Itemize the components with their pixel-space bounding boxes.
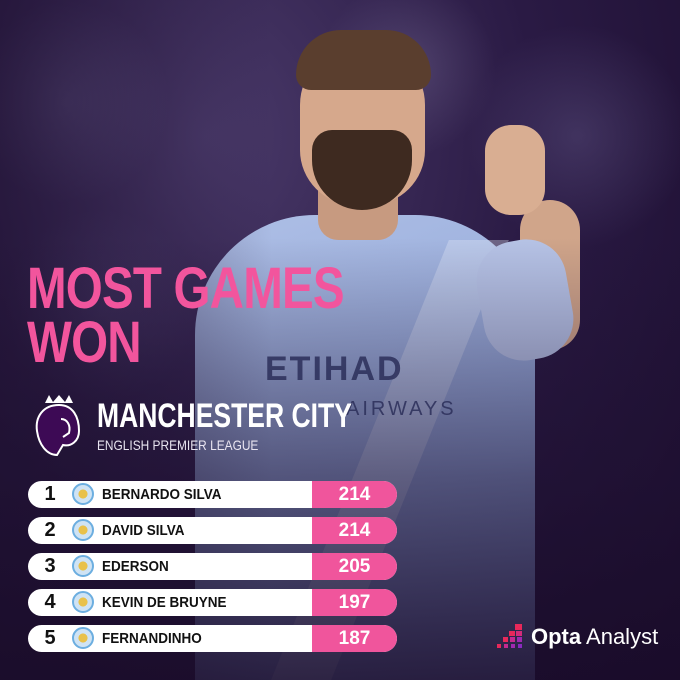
title-line-1: MOST GAMES [27, 256, 345, 321]
table-row: 4 KEVIN DE BRUYNE 197 [28, 589, 397, 616]
premier-league-lion-icon [35, 395, 81, 457]
man-city-crest-icon [72, 555, 94, 577]
rank: 1 [44, 483, 56, 505]
man-city-crest-icon [72, 627, 94, 649]
player-name: BERNARDO SILVA [102, 486, 222, 503]
brand-name: Opta Analyst [531, 624, 658, 650]
player-name: KEVIN DE BRUYNE [102, 594, 227, 611]
games-won: 187 [312, 625, 397, 652]
table-row: 1 BERNARDO SILVA 214 [28, 481, 397, 508]
man-city-crest-icon [72, 483, 94, 505]
league-name: ENGLISH PREMIER LEAGUE [97, 437, 259, 453]
club-name: MANCHESTER CITY [97, 397, 352, 435]
games-won: 214 [312, 517, 397, 544]
opta-analyst-logo: Opta Analyst [495, 622, 658, 652]
page-title: MOST GAMES WON [27, 256, 345, 375]
player-name: EDERSON [102, 558, 169, 575]
games-won: 205 [312, 553, 397, 580]
opta-bars-icon [497, 624, 522, 648]
man-city-crest-icon [72, 519, 94, 541]
shirt-sponsor-2: AIRWAYS [346, 398, 457, 420]
title-line-2: WON [27, 310, 142, 375]
rank: 2 [44, 519, 56, 541]
table-row: 5 FERNANDINHO 187 [28, 625, 397, 652]
games-won: 214 [312, 481, 397, 508]
brand-bold: Opta [531, 624, 582, 649]
player-name: FERNANDINHO [102, 630, 202, 647]
ranking-table: 1 BERNARDO SILVA 214 2 DAVID SILVA 214 3 EDER… [28, 481, 397, 661]
rank: 3 [44, 555, 56, 577]
man-city-crest-icon [72, 591, 94, 613]
games-won: 197 [312, 589, 397, 616]
rank: 5 [44, 627, 56, 649]
rank: 4 [44, 591, 56, 613]
shirt-sponsor: ETIHAD [265, 350, 404, 388]
brand-light: Analyst [586, 624, 659, 649]
table-row: 2 DAVID SILVA 214 [28, 517, 397, 544]
player-name: DAVID SILVA [102, 522, 185, 539]
table-row: 3 EDERSON 205 [28, 553, 397, 580]
